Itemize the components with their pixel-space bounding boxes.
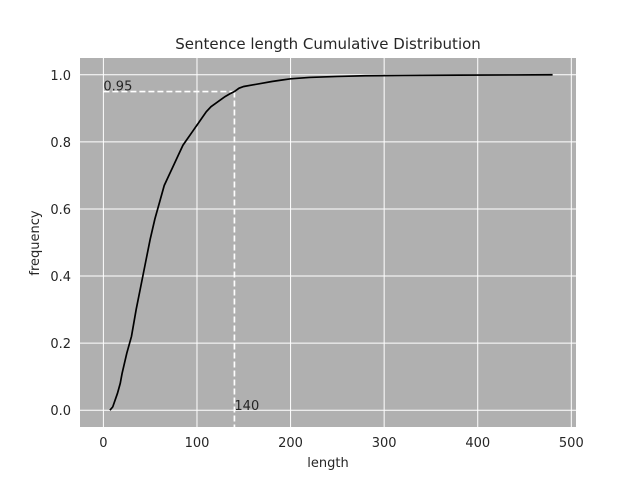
- x-tick-label: 100: [185, 436, 210, 451]
- y-tick-label: 0.2: [50, 337, 71, 352]
- chart-title: Sentence length Cumulative Distribution: [175, 35, 481, 53]
- y-tick-label: 0.6: [50, 203, 71, 218]
- annotation-095: 0.95: [103, 80, 132, 95]
- x-tick-label: 300: [372, 436, 397, 451]
- y-tick-label: 0.8: [50, 136, 71, 151]
- x-tick-label: 0: [99, 436, 107, 451]
- x-axis-label: length: [307, 456, 348, 471]
- y-tick-label: 1.0: [50, 69, 71, 84]
- annotation-140: 140: [234, 399, 259, 414]
- x-tick-labels: 0 100 200 300 400 500: [99, 436, 583, 451]
- x-tick-label: 500: [559, 436, 584, 451]
- y-axis-label: frequency: [28, 210, 43, 276]
- x-tick-label: 400: [465, 436, 490, 451]
- plot-area: [80, 58, 576, 427]
- grid-x: [102, 58, 572, 427]
- series-line-cdf: [109, 73, 553, 411]
- y-tick-label: 0.4: [50, 270, 71, 285]
- y-tick-labels: 0.0 0.2 0.4 0.6 0.8 1.0: [50, 69, 71, 419]
- y-tick-label: 0.0: [50, 404, 71, 419]
- threshold-guides: [103, 90, 236, 427]
- x-tick-label: 200: [278, 436, 303, 451]
